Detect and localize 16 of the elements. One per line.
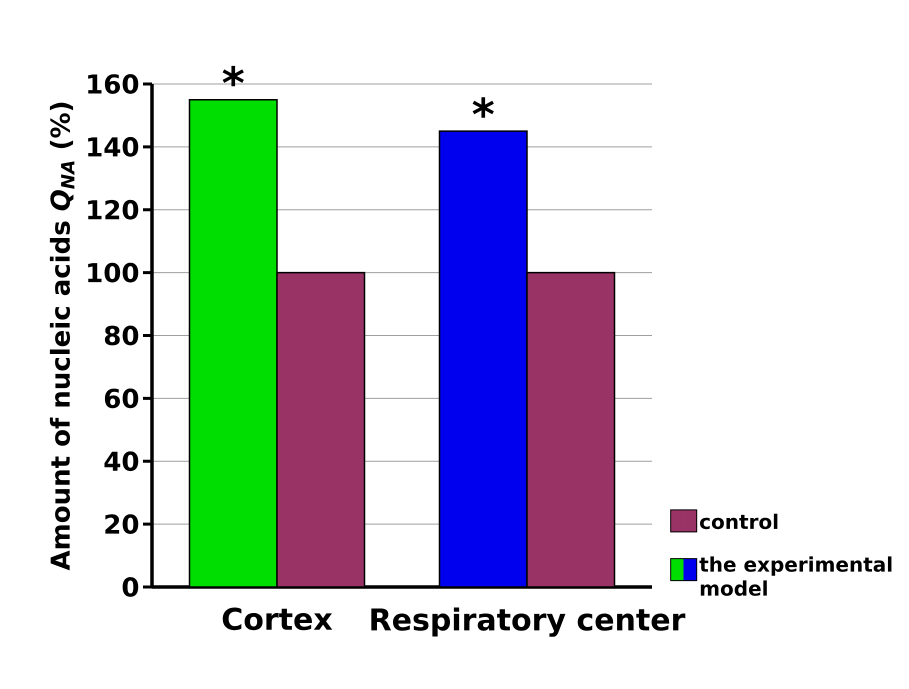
y-tick-label: 80 [104, 326, 138, 346]
y-tick-label: 20 [105, 514, 138, 534]
y-tick-label: 120 [88, 200, 138, 220]
x-tick-label: Cortex [222, 608, 332, 630]
y-tick-label: 160 [88, 74, 138, 94]
y-tick-label: 40 [104, 451, 138, 472]
legend-label: the experimental model [699, 556, 892, 596]
annotation: * [222, 66, 244, 86]
y-tick-label: 100 [88, 262, 138, 282]
text: Amount of nucleic acids Q$_{NA}$ (%) [50, 102, 74, 570]
y-tick-label: 0 [122, 577, 138, 597]
legend-label: control [700, 514, 778, 530]
y-tick-label: 60 [104, 388, 138, 408]
y-tick-label: 140 [88, 137, 138, 157]
x-tick-label: Respiratory center [371, 608, 686, 637]
annotation: * [472, 97, 494, 118]
